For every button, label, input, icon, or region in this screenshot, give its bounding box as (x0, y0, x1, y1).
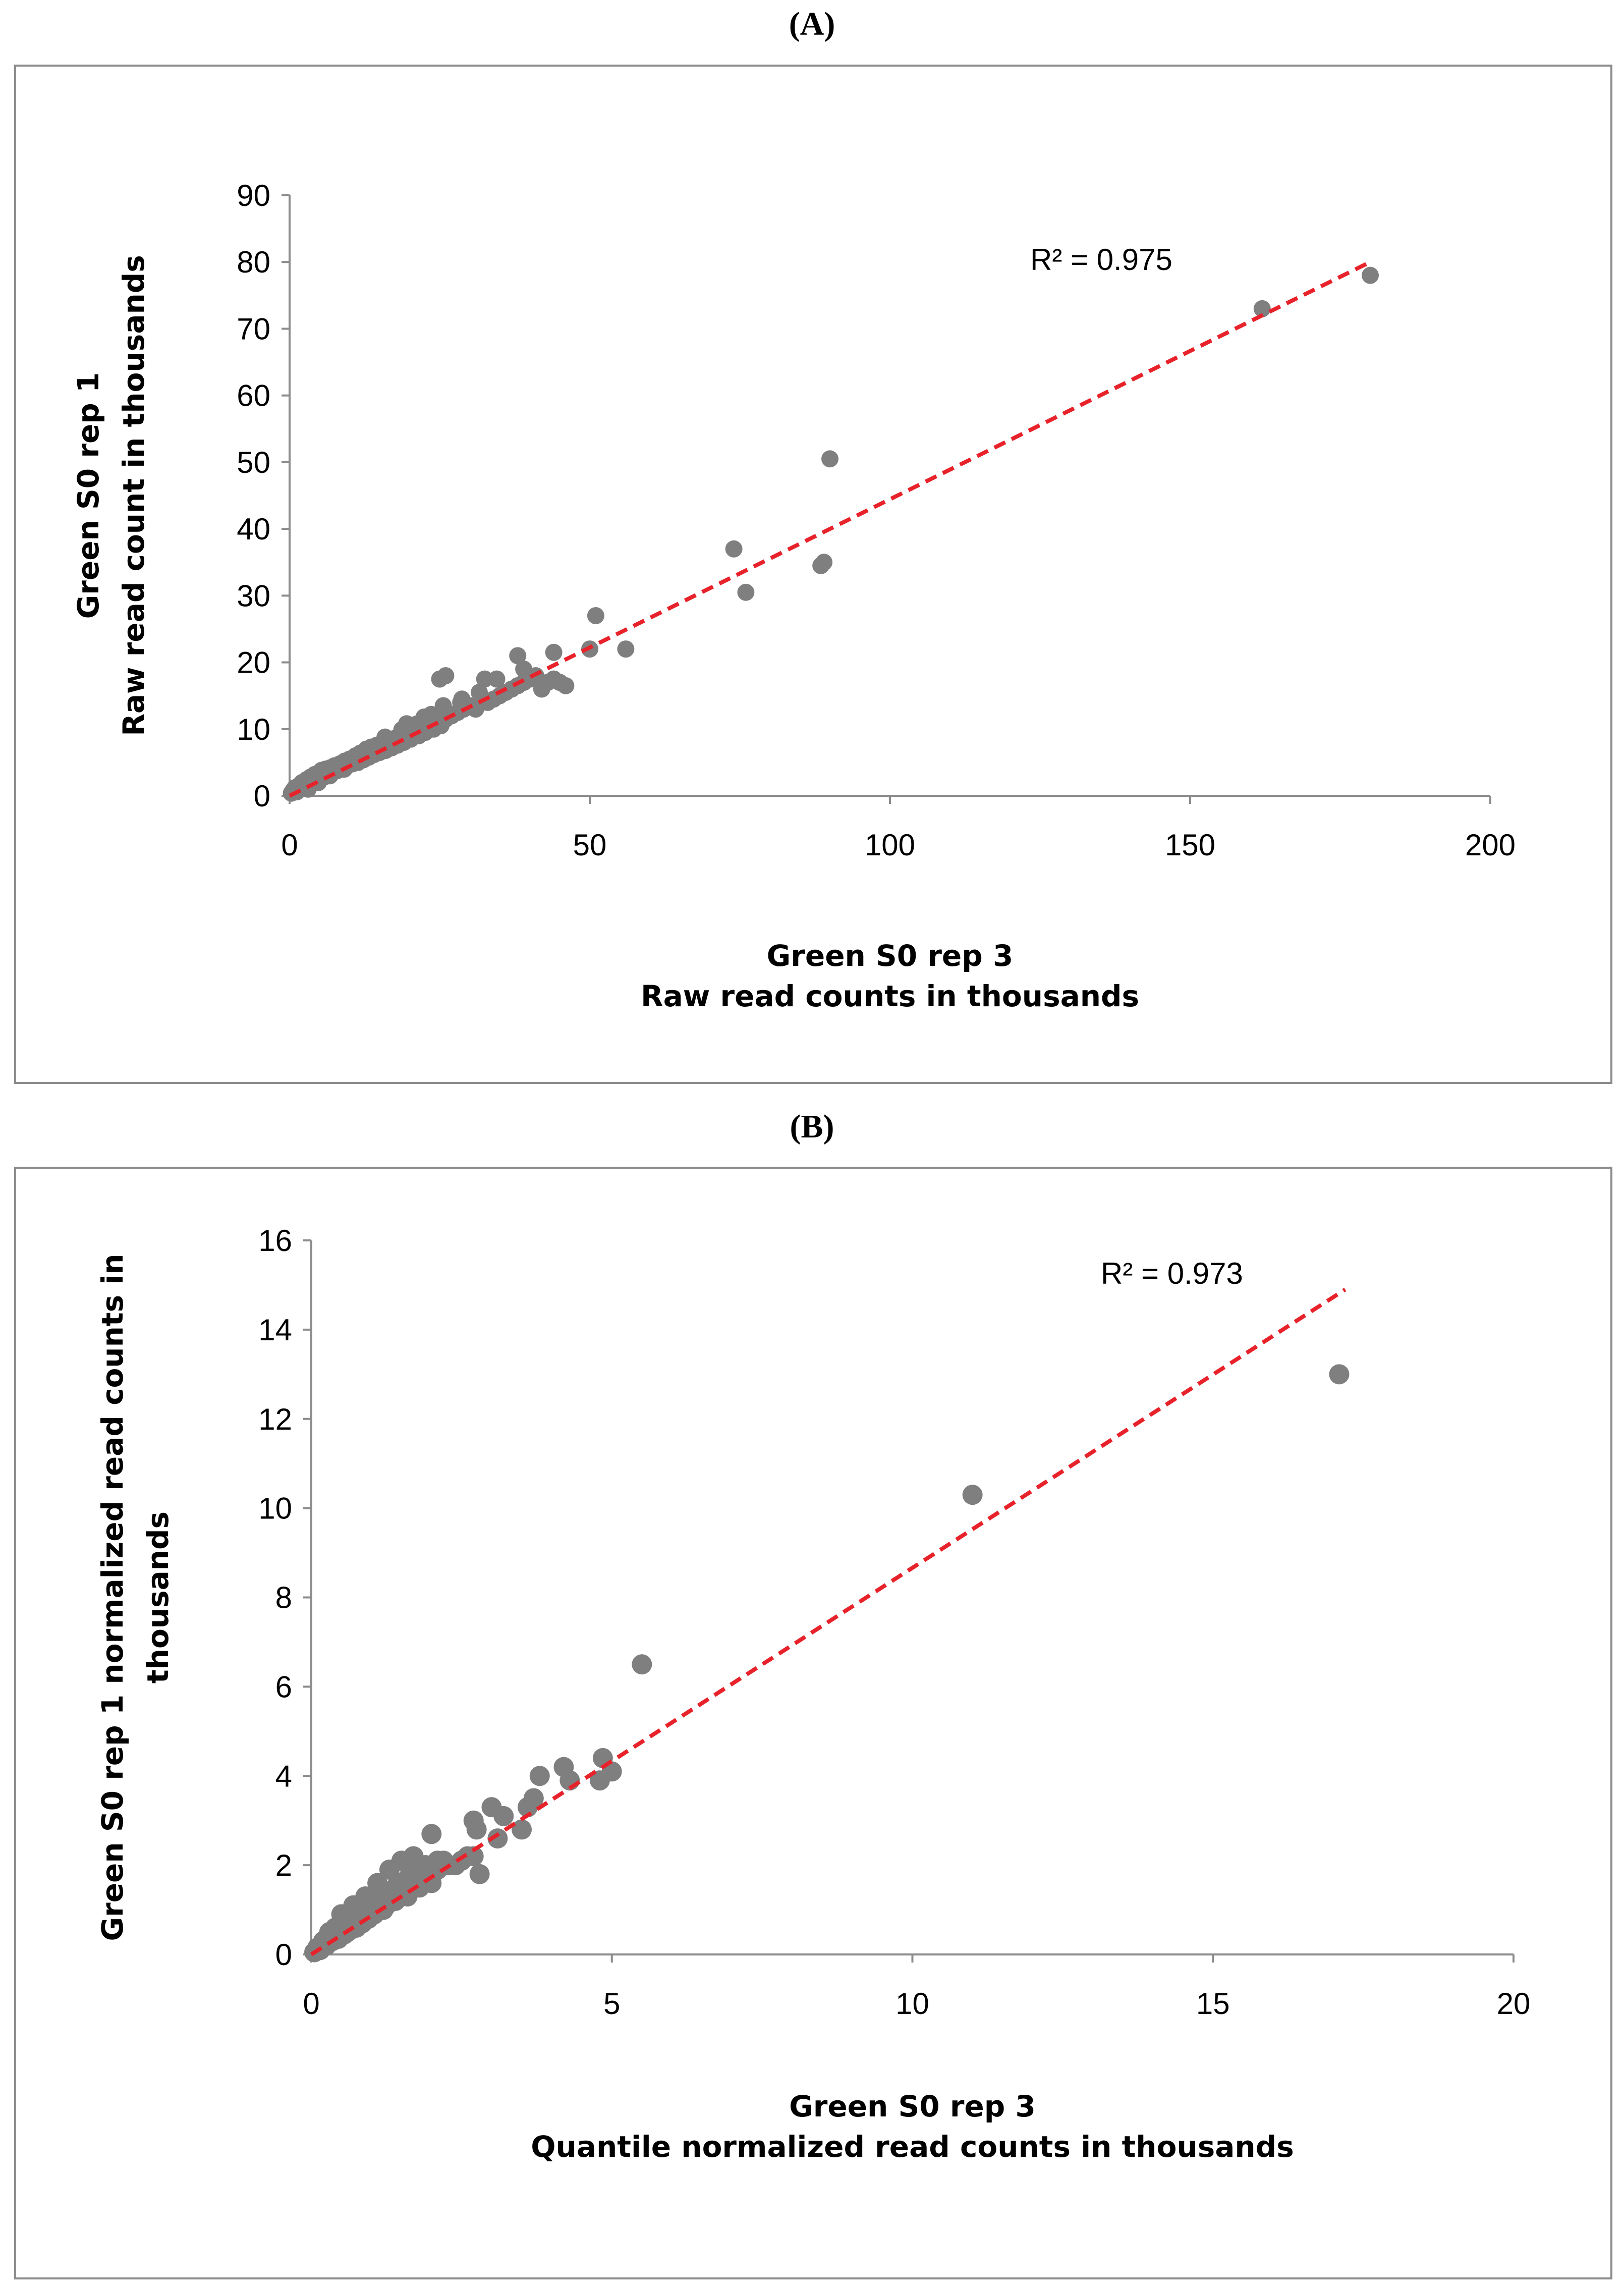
y-tick-label: 70 (237, 312, 270, 346)
data-point (398, 715, 416, 733)
y-tick-label: 50 (237, 446, 270, 479)
data-point (962, 1485, 983, 1505)
y-tick-label: 30 (237, 579, 270, 613)
y-axis-title: Raw read count in thousands (117, 255, 151, 736)
data-point (469, 1864, 490, 1884)
x-tick-label: 20 (1497, 1987, 1531, 2021)
data-point (509, 647, 527, 665)
y-axis-title: Green S0 rep 1 (71, 372, 105, 619)
y-tick-label: 0 (254, 779, 270, 813)
y-tick-label: 20 (237, 646, 270, 680)
data-point (466, 1819, 487, 1840)
y-axis-title: Green S0 rep 1 normalized read counts in (95, 1254, 130, 1941)
data-point (587, 607, 604, 624)
x-tick-label: 15 (1196, 1987, 1230, 2021)
data-point (529, 1766, 550, 1786)
data-point (381, 732, 399, 749)
data-point (815, 554, 833, 571)
x-tick-label: 5 (603, 1987, 620, 2021)
data-point (1253, 300, 1271, 317)
y-tick-label: 6 (275, 1670, 292, 1704)
panel-a-label: (A) (789, 6, 835, 42)
y-tick-label: 14 (258, 1313, 292, 1347)
y-tick-label: 40 (237, 512, 270, 546)
y-tick-label: 16 (258, 1224, 292, 1258)
data-point (1362, 266, 1379, 284)
data-point (821, 450, 838, 468)
x-axis-title: Green S0 rep 3 (789, 2089, 1036, 2124)
data-point (355, 1886, 376, 1907)
chart-a-frame: 0 10 20 30 40 50 60 70 80 90 0 50 100 150 200 R² = 0.97… (14, 65, 1612, 1084)
data-point (437, 667, 455, 684)
y-tick-label: 4 (275, 1759, 292, 1793)
y-tick-label: 60 (237, 379, 270, 413)
data-point (617, 640, 635, 658)
data-point (512, 1819, 532, 1840)
data-point (1329, 1364, 1350, 1385)
trendline (310, 1287, 1347, 1956)
x-axis-title: Green S0 rep 3 (767, 939, 1014, 973)
y-tick-label: 80 (237, 245, 270, 279)
data-point (351, 749, 369, 767)
data-point (415, 708, 433, 726)
data-point (313, 1931, 333, 1951)
data-point (434, 697, 452, 715)
x-tick-label: 50 (573, 828, 607, 862)
x-tick-label: 0 (281, 828, 298, 862)
data-point (421, 1824, 442, 1844)
data-point (515, 660, 533, 678)
data-point (471, 684, 488, 701)
y-tick-label: 10 (258, 1492, 292, 1526)
y-tick-label: 0 (275, 1938, 292, 1972)
data-point (476, 670, 493, 688)
x-axis-title: Quantile normalized read counts in thous… (531, 2130, 1294, 2164)
x-tick-label: 200 (1465, 828, 1516, 862)
panel-b-label: (B) (790, 1108, 834, 1145)
x-tick-label: 10 (895, 1987, 929, 2021)
data-point (463, 1846, 484, 1867)
data-point (523, 1788, 544, 1809)
data-point (367, 1873, 388, 1893)
data-point (488, 670, 506, 688)
trendline (289, 260, 1371, 798)
y-tick-label: 8 (275, 1581, 292, 1615)
data-point (545, 643, 563, 661)
x-tick-label: 100 (865, 828, 915, 862)
y-tick-label: 10 (237, 713, 270, 746)
data-point (452, 693, 470, 711)
data-point (487, 1828, 508, 1849)
x-tick-label: 150 (1165, 828, 1215, 862)
y-tick-label: 90 (237, 179, 270, 212)
y-tick-label: 2 (275, 1848, 292, 1882)
data-point (493, 1806, 514, 1826)
x-tick-label: 0 (303, 1987, 319, 2021)
data-point (737, 583, 755, 601)
data-point (557, 677, 575, 694)
x-axis-title: Raw read counts in thousands (641, 979, 1139, 1013)
y-axis-title: thousands (141, 1511, 175, 1683)
data-point (725, 540, 743, 558)
chart-a-plot: 0 10 20 30 40 50 60 70 80 90 0 50 100 150 200 R² = 0.97… (71, 179, 1516, 1013)
data-point (632, 1654, 652, 1675)
r-squared-label: R² = 0.975 (1030, 243, 1172, 277)
r-squared-label: R² = 0.973 (1101, 1257, 1243, 1290)
y-tick-label: 12 (258, 1402, 292, 1436)
chart-b-plot: 0 2 4 6 8 10 12 14 16 0 5 10 15 20 R² = 0.973 Green S0 … (95, 1224, 1531, 2164)
chart-b-frame: 0 2 4 6 8 10 12 14 16 0 5 10 15 20 R² = 0.973 Green S0 … (14, 1167, 1612, 2279)
data-point (427, 1850, 448, 1871)
